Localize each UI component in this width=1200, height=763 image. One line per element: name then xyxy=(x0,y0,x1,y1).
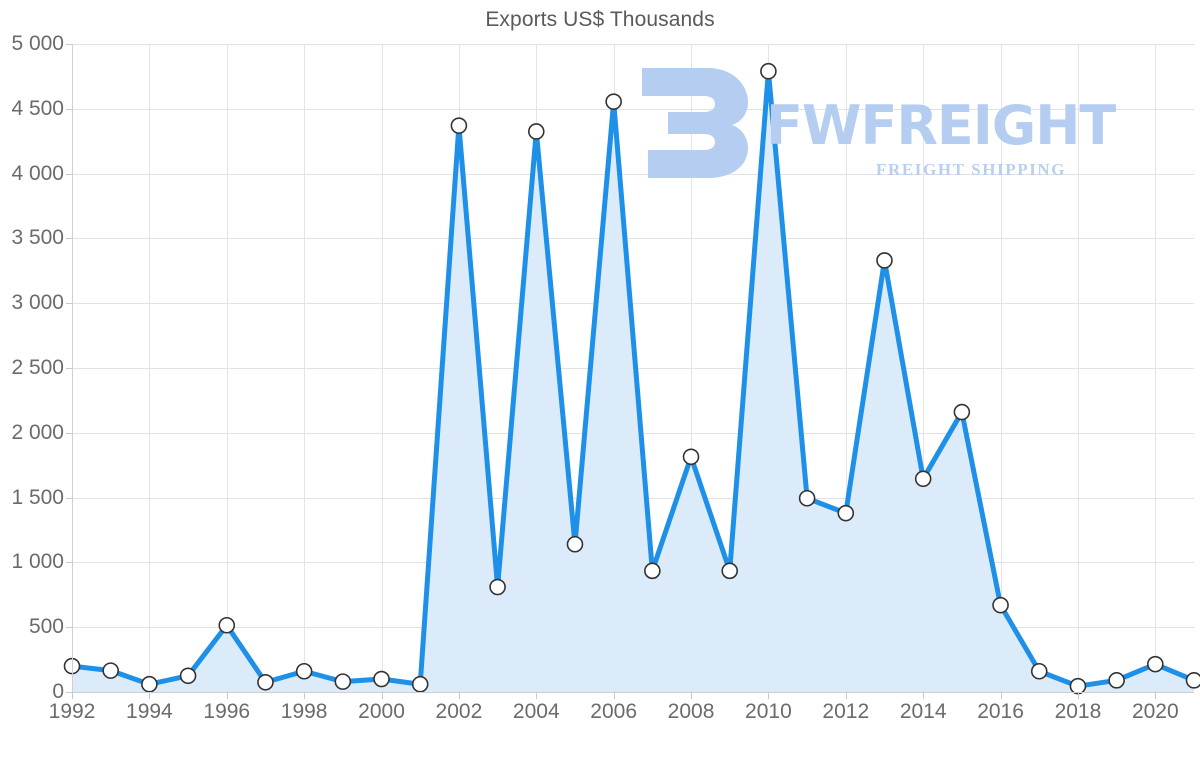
chart-title: Exports US$ Thousands xyxy=(485,8,715,31)
x-axis-labels: 1992 1994 1996 1998 2000 2002 2004 2006 2008 2010… xyxy=(49,700,1194,740)
data-point xyxy=(411,675,429,693)
y-axis-tick-label: 4 000 xyxy=(11,161,64,185)
data-point xyxy=(760,62,777,80)
data-point xyxy=(1185,672,1200,689)
exports-series xyxy=(63,62,1200,695)
x-axis-tick-label: 1996 xyxy=(203,700,251,723)
y-axis-tick-label: 5 000 xyxy=(11,32,64,55)
x-axis-tick-label: 2018 xyxy=(1054,700,1102,723)
plot-area xyxy=(63,44,1200,699)
x-axis-tick-label: 2008 xyxy=(667,700,715,723)
data-point xyxy=(218,616,236,634)
x-axis-tick-label: 2002 xyxy=(435,700,483,723)
x-axis-tick-label: 2016 xyxy=(977,700,1024,723)
data-point xyxy=(295,662,313,680)
x-axis-tick-label: 2006 xyxy=(590,700,637,723)
data-point xyxy=(527,123,545,140)
data-point xyxy=(179,667,197,685)
data-point xyxy=(721,562,739,580)
data-point xyxy=(102,662,119,679)
y-axis-tick-label: 1 000 xyxy=(11,550,64,574)
x-axis-tick-label: 1998 xyxy=(280,700,328,723)
data-point xyxy=(1069,677,1087,695)
x-axis-tick-label: 2010 xyxy=(745,700,792,723)
axis-layer xyxy=(66,44,1194,699)
data-point xyxy=(876,252,893,269)
y-axis-tick-label: 500 xyxy=(28,615,64,639)
y-axis-tick-label: 2 500 xyxy=(11,356,64,379)
y-axis-tick-label: 3 000 xyxy=(11,291,64,315)
y-axis-tick-label: 0 xyxy=(52,680,64,703)
data-point xyxy=(450,117,468,134)
x-axis-tick-label: 2000 xyxy=(358,700,405,723)
data-point xyxy=(566,535,584,553)
x-axis-tick-label: 1992 xyxy=(48,700,96,723)
data-point xyxy=(1108,672,1125,689)
y-axis-tick-label: 3 500 xyxy=(11,226,64,250)
y-axis-labels: 0 500 1 000 1 500 2 000 2 500 3 000 3 500 4 000 4… xyxy=(0,32,64,703)
data-point xyxy=(914,470,932,488)
x-axis-tick-label: 2020 xyxy=(1131,700,1179,723)
data-point xyxy=(992,596,1009,614)
x-axis-tick-label: 2004 xyxy=(512,700,560,723)
data-point xyxy=(334,673,352,690)
data-point xyxy=(798,489,816,507)
data-point xyxy=(257,673,274,691)
data-point xyxy=(489,578,506,596)
data-point xyxy=(644,562,661,580)
data-point xyxy=(682,448,700,466)
y-axis-tick-label: 4 500 xyxy=(11,96,64,120)
x-axis-tick-label: 1994 xyxy=(126,700,173,723)
x-axis-tick-label: 2014 xyxy=(899,700,947,723)
data-point xyxy=(605,93,622,110)
y-axis-tick-label: 1 500 xyxy=(11,485,64,509)
data-point xyxy=(141,675,158,693)
data-point xyxy=(837,504,855,522)
x-axis-tick-label: 2012 xyxy=(822,700,870,723)
data-point xyxy=(1030,662,1048,680)
data-point xyxy=(1147,655,1164,673)
data-point xyxy=(373,670,390,688)
y-axis-tick-label: 2 000 xyxy=(11,420,64,444)
data-point xyxy=(953,403,971,421)
